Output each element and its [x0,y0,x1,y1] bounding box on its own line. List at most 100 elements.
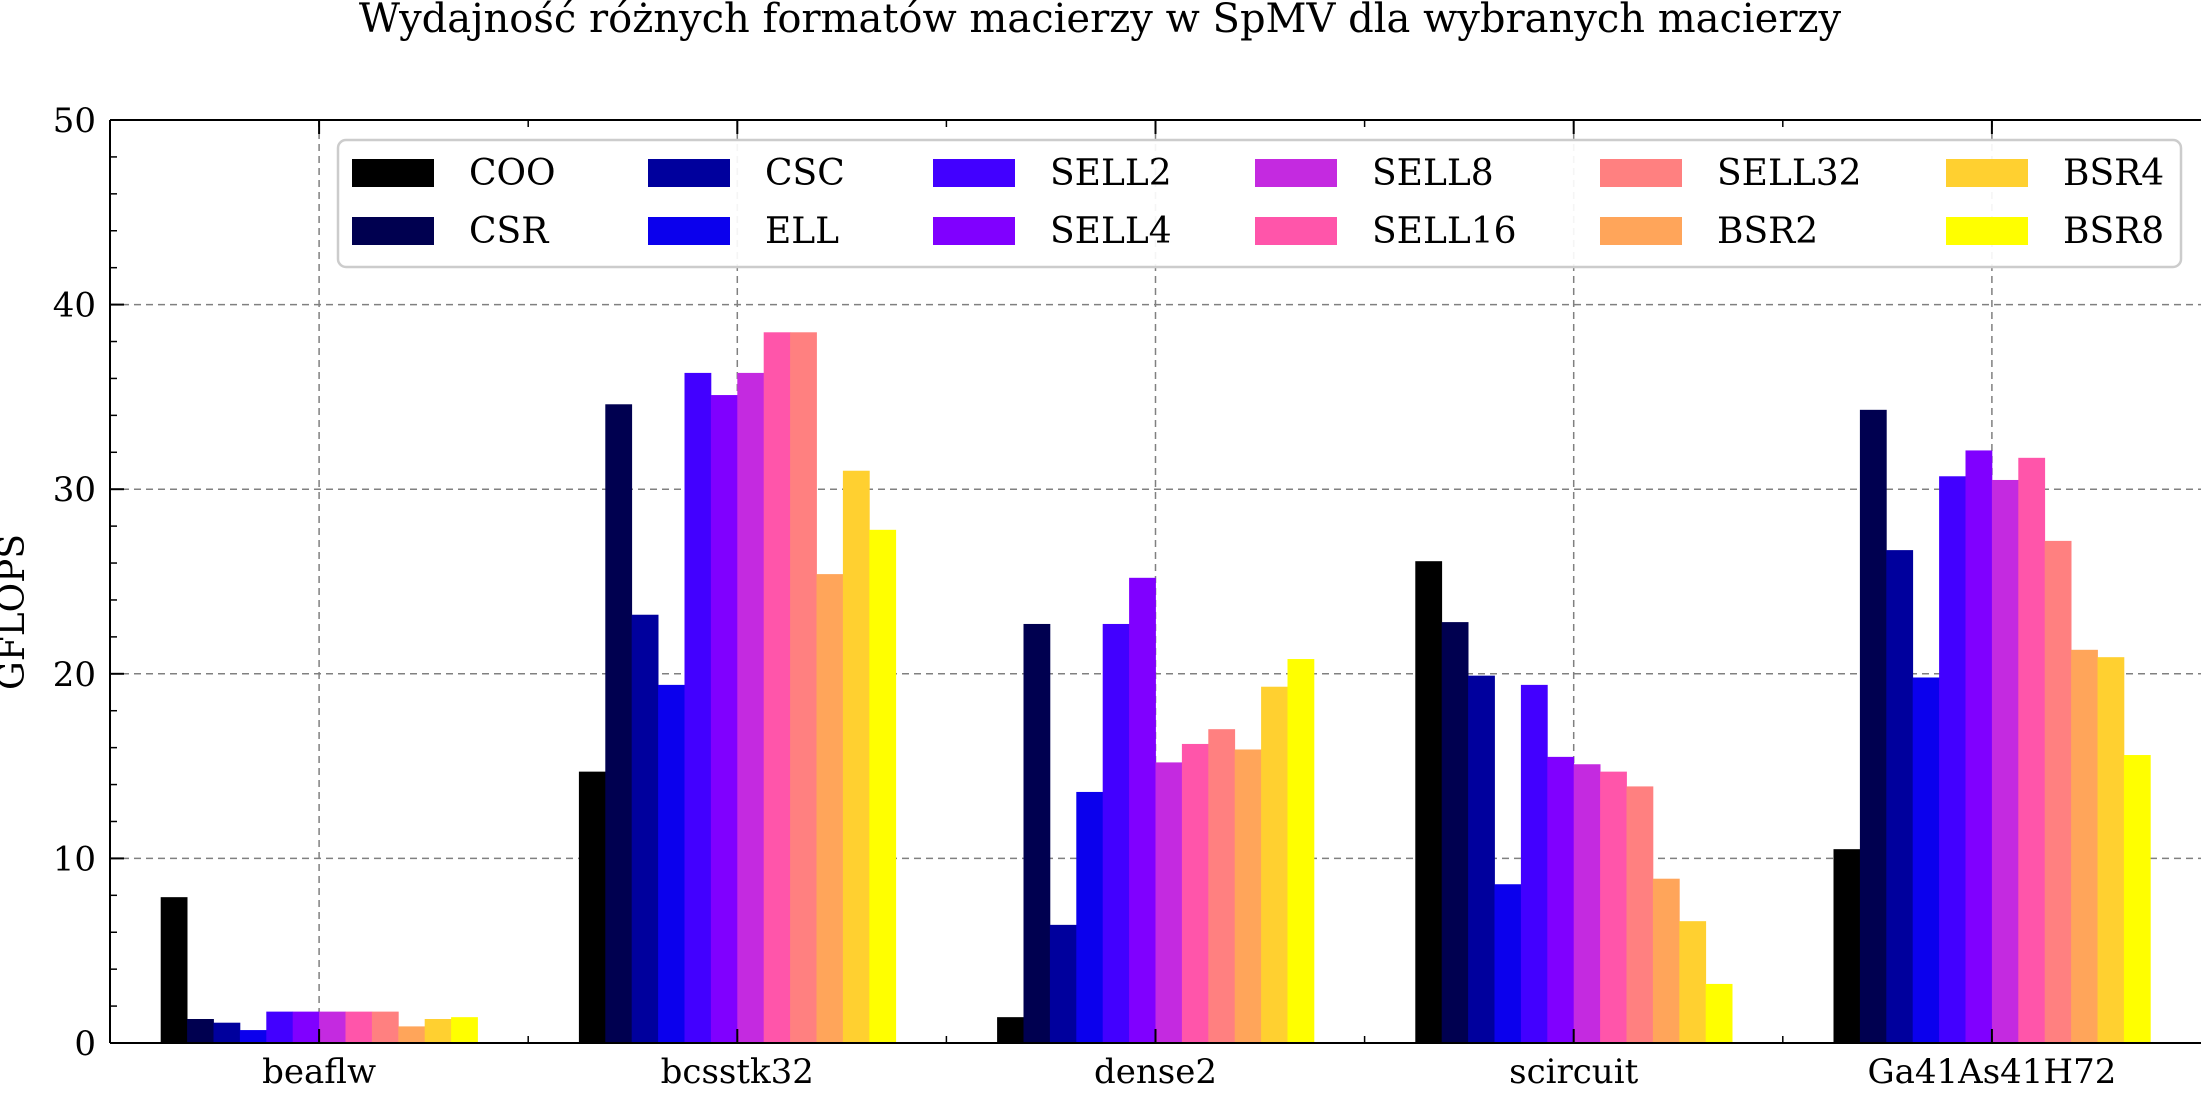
bar-SELL2-dense2 [1102,623,1130,1043]
legend-swatch-BSR8 [1946,217,2028,245]
bar-BSR2-Ga41As41H72 [2071,649,2098,1043]
bar-CSC-Ga41As41H72 [1886,550,1914,1043]
bar-SELL16-bcsstk32 [763,332,791,1043]
bar-SELL4-beaflw [292,1011,320,1043]
bar-CSR-bcsstk32 [605,404,633,1043]
bar-CSC-bcsstk32 [631,614,659,1043]
x-tick-label: Ga41As41H72 [1867,1052,2116,1092]
legend-swatch-SELL4 [933,217,1015,245]
bar-SELL2-Ga41As41H72 [1939,476,1966,1043]
bar-SELL32-Ga41As41H72 [2044,540,2072,1043]
bar-SELL16-scircuit [1600,771,1627,1043]
legend-swatch-SELL32 [1600,159,1682,187]
bar-SELL4-Ga41As41H72 [1965,450,1993,1044]
bar-SELL16-Ga41As41H72 [2018,457,2046,1043]
bar-CSC-beaflw [213,1022,241,1043]
x-tick-label: dense2 [1094,1052,1217,1092]
legend-label-COO: COO [469,153,556,194]
bar-COO-bcsstk32 [578,771,606,1043]
legend-swatch-SELL2 [933,159,1015,187]
legend-swatch-CSC [648,159,730,187]
axes: 0 10 20 30 40 50 beaflw bcsstk32 dense2 scircuit G… [53,101,2201,1092]
bar-ELL-beaflw [239,1030,267,1043]
bar-COO-dense2 [997,1017,1024,1043]
bar-ELL-scircuit [1494,884,1522,1043]
bar-BSR4-dense2 [1261,686,1288,1043]
bar-CSR-dense2 [1023,623,1051,1043]
bar-SELL8-bcsstk32 [737,372,765,1044]
legend-label-SELL32: SELL32 [1717,153,1862,194]
bar-BSR2-scircuit [1652,878,1680,1043]
bar-SELL4-bcsstk32 [710,395,738,1044]
x-tick-label: scircuit [1509,1052,1638,1092]
bar-SELL32-bcsstk32 [790,332,817,1043]
bar-BSR2-dense2 [1234,749,1262,1043]
bar-SELL16-beaflw [345,1011,373,1043]
legend-label-CSR: CSR [469,211,549,252]
y-tick-label: 10 [53,839,96,879]
bar-CSC-dense2 [1049,924,1077,1043]
bar-CSC-scircuit [1468,675,1495,1043]
legend-swatch-BSR2 [1600,217,1682,245]
chart-title: Wydajność różnych formatów macierzy w Sp… [359,0,1842,42]
bar-BSR2-beaflw [398,1026,426,1043]
legend-swatch-CSR [352,217,434,245]
legend-label-SELL4: SELL4 [1050,211,1172,252]
legend-swatch-BSR4 [1946,159,2028,187]
bar-SELL4-scircuit [1547,756,1575,1043]
bar-CSR-scircuit [1441,622,1469,1043]
legend-label-SELL16: SELL16 [1372,211,1517,252]
legend-swatch-COO [352,159,434,187]
y-tick-label: 20 [53,655,96,695]
bar-BSR8-beaflw [451,1017,478,1043]
bar-ELL-dense2 [1076,791,1104,1043]
bar-SELL2-bcsstk32 [684,372,712,1044]
bar-COO-Ga41As41H72 [1833,849,1861,1043]
legend-swatch-SELL16 [1255,217,1337,245]
legend-box [336,138,2183,269]
y-axis-label: GFLOPS [0,534,33,690]
bar-SELL2-scircuit [1520,684,1548,1043]
legend-label-BSR4: BSR4 [2063,153,2164,194]
bar-SELL4-dense2 [1129,577,1156,1043]
y-tick-label: 0 [74,1024,96,1064]
bar-SELL2-beaflw [266,1011,294,1043]
bar-BSR4-scircuit [1679,921,1707,1043]
bar-BSR8-Ga41As41H72 [2123,755,2151,1043]
bar-BSR4-bcsstk32 [842,470,870,1043]
bar-ELL-Ga41As41H72 [1912,677,1940,1043]
bar-SELL32-beaflw [371,1011,399,1043]
bar-SELL8-beaflw [319,1011,346,1043]
bar-BSR8-bcsstk32 [869,529,897,1043]
bar-ELL-bcsstk32 [658,684,685,1043]
y-tick-label: 40 [53,286,96,326]
bar-BSR2-bcsstk32 [816,574,844,1043]
legend-label-ELL: ELL [765,211,839,252]
bar-BSR8-dense2 [1287,659,1315,1043]
bar-SELL16-dense2 [1181,743,1209,1043]
legend-label-BSR2: BSR2 [1717,211,1818,252]
legend: COO CSR CSC ELL SELL2 SELL4 SELL8 SELL16 SELL32 B… [336,138,2183,269]
x-tick-label: bcsstk32 [661,1052,814,1092]
legend-swatch-ELL [648,217,730,245]
legend-label-SELL8: SELL8 [1372,153,1494,194]
y-tick-label: 50 [53,101,96,141]
bar-BSR8-scircuit [1705,983,1733,1043]
bar-COO-beaflw [160,897,188,1043]
bar-SELL32-scircuit [1626,786,1654,1043]
x-tick-label: beaflw [262,1052,376,1092]
bar-BSR4-Ga41As41H72 [2097,657,2125,1043]
bar-BSR4-beaflw [424,1019,452,1043]
y-tick-label: 30 [53,470,96,510]
bars [160,332,2151,1044]
bar-SELL8-dense2 [1155,762,1183,1043]
bar-CSR-Ga41As41H72 [1859,409,1887,1043]
legend-swatch-SELL8 [1255,159,1337,187]
legend-label-CSC: CSC [765,153,845,194]
legend-label-BSR8: BSR8 [2063,211,2164,252]
bar-CSR-beaflw [187,1019,214,1043]
bar-SELL8-scircuit [1573,764,1601,1043]
bar-COO-scircuit [1415,561,1443,1043]
bar-SELL8-Ga41As41H72 [1991,479,2019,1044]
